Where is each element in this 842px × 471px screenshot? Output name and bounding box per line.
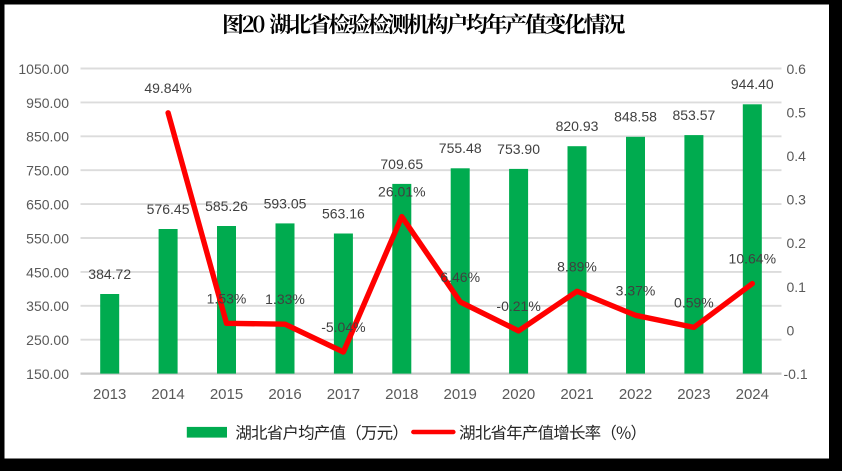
- svg-text:450.00: 450.00: [26, 264, 69, 280]
- svg-text:250.00: 250.00: [26, 332, 69, 348]
- svg-text:0.3: 0.3: [787, 192, 807, 208]
- svg-text:-0.1: -0.1: [784, 366, 808, 382]
- svg-text:-0.21%: -0.21%: [496, 298, 540, 314]
- svg-text:26.01%: 26.01%: [378, 184, 425, 200]
- svg-text:-5.04%: -5.04%: [321, 319, 365, 335]
- svg-text:1050.00: 1050.00: [18, 61, 69, 77]
- svg-text:0.59%: 0.59%: [674, 294, 714, 310]
- svg-text:0.4: 0.4: [787, 148, 807, 164]
- svg-text:820.93: 820.93: [556, 118, 599, 134]
- svg-text:853.57: 853.57: [672, 107, 715, 123]
- svg-text:0.6: 0.6: [787, 61, 807, 77]
- svg-text:2019: 2019: [444, 386, 477, 403]
- svg-text:2023: 2023: [677, 386, 710, 403]
- svg-text:650.00: 650.00: [26, 197, 69, 213]
- svg-text:753.90: 753.90: [497, 141, 540, 157]
- svg-text:750.00: 750.00: [26, 163, 69, 179]
- svg-text:150.00: 150.00: [26, 366, 69, 382]
- svg-text:0.5: 0.5: [787, 105, 807, 121]
- svg-text:755.48: 755.48: [439, 140, 482, 156]
- svg-text:576.45: 576.45: [147, 201, 190, 217]
- svg-text:2017: 2017: [327, 386, 360, 403]
- svg-text:384.72: 384.72: [88, 266, 131, 282]
- svg-text:2014: 2014: [151, 386, 184, 403]
- svg-text:10.64%: 10.64%: [729, 251, 776, 267]
- svg-text:944.40: 944.40: [731, 76, 774, 92]
- svg-text:2022: 2022: [619, 386, 652, 403]
- svg-text:2020: 2020: [502, 386, 535, 403]
- svg-text:0: 0: [787, 322, 795, 338]
- svg-text:2024: 2024: [736, 386, 769, 403]
- svg-text:2016: 2016: [268, 386, 301, 403]
- svg-text:585.26: 585.26: [205, 198, 248, 214]
- svg-text:1.33%: 1.33%: [265, 291, 305, 307]
- svg-text:709.65: 709.65: [380, 156, 423, 172]
- svg-text:848.58: 848.58: [614, 109, 657, 125]
- svg-text:593.05: 593.05: [264, 195, 307, 211]
- svg-text:350.00: 350.00: [26, 298, 69, 314]
- svg-text:6.46%: 6.46%: [440, 269, 480, 285]
- svg-text:563.16: 563.16: [322, 205, 365, 221]
- svg-text:3.37%: 3.37%: [616, 282, 656, 298]
- svg-text:1.53%: 1.53%: [207, 290, 247, 306]
- svg-text:2018: 2018: [385, 386, 418, 403]
- svg-text:550.00: 550.00: [26, 230, 69, 246]
- svg-text:2013: 2013: [93, 386, 126, 403]
- svg-text:0.2: 0.2: [787, 235, 807, 251]
- svg-text:49.84%: 49.84%: [144, 80, 191, 96]
- svg-text:950.00: 950.00: [26, 95, 69, 111]
- svg-text:2021: 2021: [560, 386, 593, 403]
- svg-text:2015: 2015: [210, 386, 243, 403]
- svg-text:0.1: 0.1: [787, 279, 807, 295]
- svg-text:850.00: 850.00: [26, 129, 69, 145]
- svg-text:8.89%: 8.89%: [557, 258, 597, 274]
